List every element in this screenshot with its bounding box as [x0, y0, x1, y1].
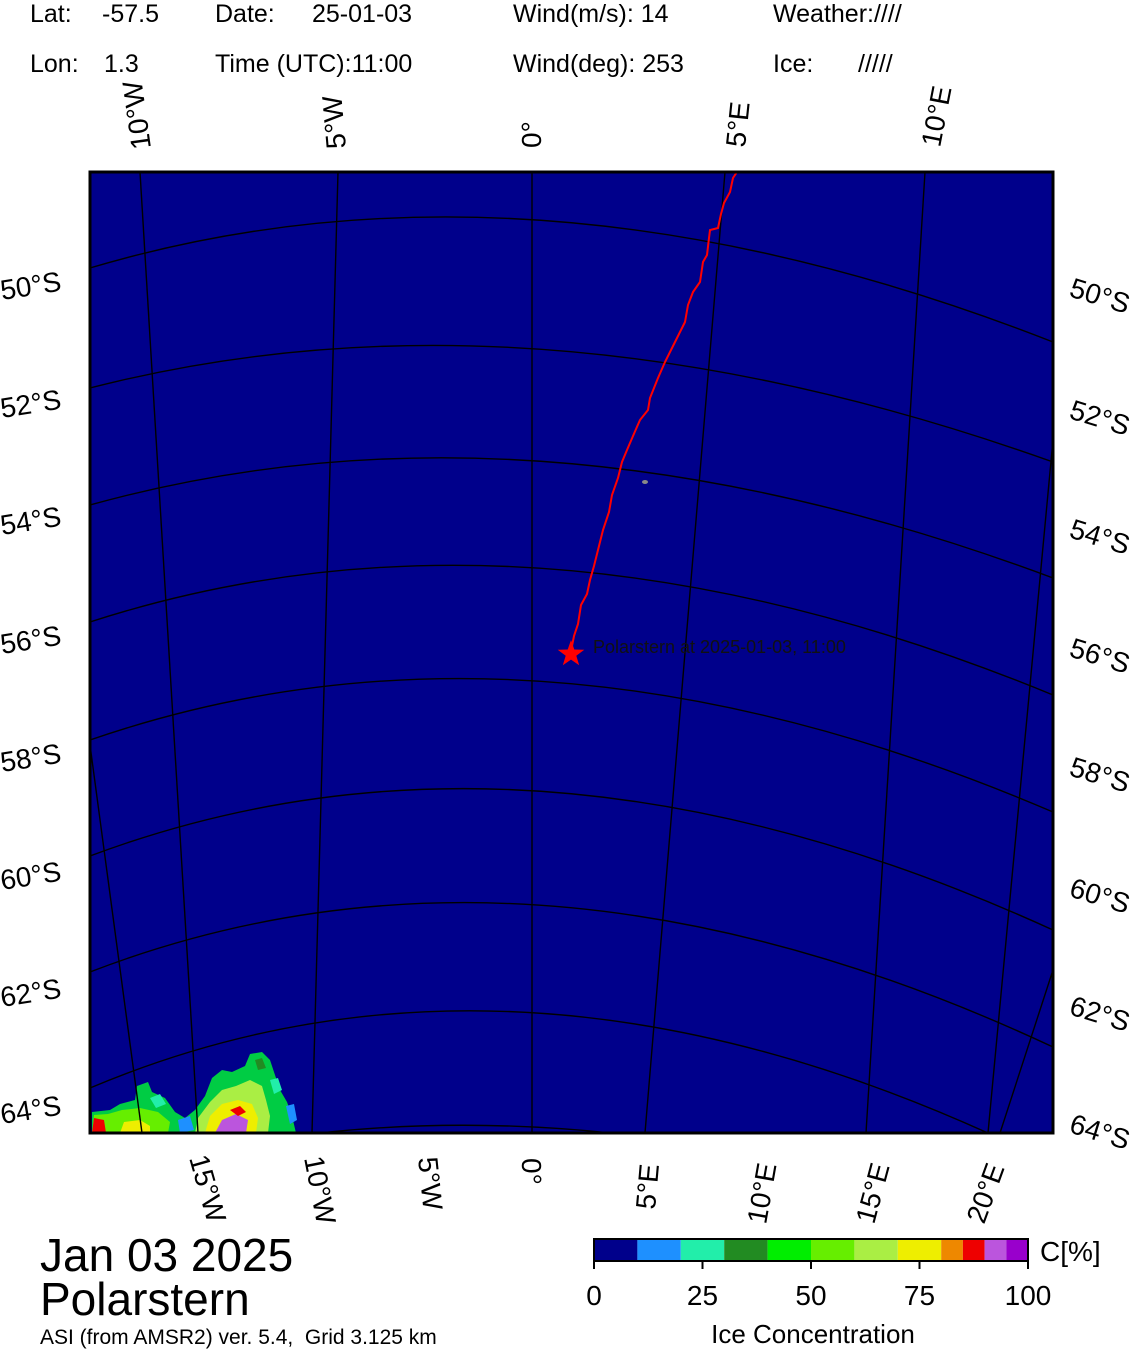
colorbar-swatch [680, 1239, 725, 1261]
weather-label: Weather://// [773, 0, 902, 28]
date-label: Date: [215, 0, 275, 28]
left-lat-label: 50°S [0, 266, 63, 306]
time-value: 11:00 [351, 50, 413, 78]
colorbar-title: Ice Concentration [711, 1319, 915, 1349]
latitude-label: Lat: [30, 0, 72, 28]
longitude-line [865, 172, 926, 1133]
longitude-line [139, 172, 199, 1133]
top-lon-label: 10°W [117, 78, 157, 151]
colorbar-swatch [637, 1239, 681, 1261]
ice-concentration-map: Polarstern at 2025-01-03, 11:00 10°W 5°W… [0, 78, 1134, 1227]
ship-position-label: Polarstern at 2025-01-03, 11:00 [593, 637, 846, 657]
top-lon-label: 0° [516, 121, 547, 148]
island-speck [642, 480, 648, 484]
longitude-gridlines [90, 172, 1053, 1133]
colorbar-swatch [594, 1239, 638, 1261]
left-lat-label: 62°S [0, 973, 63, 1013]
ship-title: Polarstern [40, 1273, 250, 1325]
latitude-line [90, 457, 1053, 579]
longitude-line [311, 172, 339, 1133]
latitude-value: -57.5 [102, 0, 159, 28]
bottom-lon-label: 5°W [412, 1155, 448, 1212]
longitude-line [644, 172, 726, 1133]
date-value: 25-01-03 [312, 0, 413, 28]
map-frame [88, 170, 1055, 1135]
ice-value: ///// [858, 50, 893, 78]
wind-speed-label: Wind(m/s): 14 [513, 0, 669, 28]
longitude-line [90, 744, 143, 1133]
colorbar-tick-label: 50 [795, 1280, 826, 1311]
top-lon-label: 5°W [316, 94, 352, 150]
colorbar-swatch [724, 1239, 768, 1261]
bottom-lon-label: 10°E [741, 1161, 782, 1226]
colorbar-tick-label: 25 [687, 1280, 718, 1311]
colorbar-swatches [594, 1239, 1028, 1261]
colorbar-swatch [962, 1239, 985, 1261]
top-lon-label: 5°E [720, 100, 756, 148]
latitude-line [90, 344, 1053, 463]
time-label: Time (UTC):11:00 [215, 50, 413, 78]
ship-position-star-icon [557, 640, 585, 666]
latitude-line [90, 901, 1053, 1048]
wind-speed-value: 14 [640, 0, 669, 28]
left-lat-label: 52°S [0, 384, 63, 424]
colorbar-swatch [897, 1239, 942, 1261]
latitude-gridlines [90, 216, 1053, 1133]
right-lat-label: 60°S [1066, 872, 1133, 919]
longitude-label: Lon: [30, 50, 79, 78]
bottom-lon-label: 5°E [630, 1163, 665, 1211]
wind-direction-value: 253 [642, 50, 684, 78]
bottom-lon-label: 15°W [183, 1151, 232, 1226]
left-lat-label: 54°S [0, 501, 63, 541]
colorbar-tick-label: 0 [586, 1280, 602, 1311]
left-lat-label: 64°S [0, 1090, 63, 1130]
ice-concentration-colorbar: 0 25 50 75 100 C[%] Ice Concentration [586, 1236, 1101, 1349]
latitude-line [90, 1010, 990, 1133]
bottom-lon-label: 15°E [850, 1160, 896, 1227]
right-lat-label: 56°S [1066, 632, 1133, 679]
right-lat-label: 54°S [1066, 513, 1133, 560]
longitude-line [987, 439, 1053, 1133]
colorbar-swatch [811, 1239, 855, 1261]
longitude-value: 1.3 [104, 50, 139, 78]
longitude-line [999, 969, 1053, 1133]
colorbar-swatch [941, 1239, 963, 1261]
colorbar-swatch [1006, 1239, 1028, 1261]
left-lat-label: 56°S [0, 620, 63, 660]
latitude-line [90, 216, 1053, 343]
wind-direction-label: Wind(deg): 253 [513, 50, 684, 78]
latitude-line [90, 677, 1053, 813]
bottom-lon-label: 10°W [298, 1153, 342, 1227]
colorbar-tick-label: 100 [1005, 1280, 1052, 1311]
latitude-line [90, 787, 1053, 931]
date-title: Jan 03 2025 [40, 1229, 294, 1281]
latitude-line [90, 564, 1053, 696]
right-lat-label: 50°S [1066, 272, 1133, 319]
colorbar-unit: C[%] [1040, 1236, 1101, 1267]
colorbar-tick-label: 75 [904, 1280, 935, 1311]
bottom-lon-label: 0° [516, 1158, 547, 1185]
ice-label: Ice: [773, 50, 814, 78]
top-lon-label: 10°E [915, 83, 957, 149]
right-lat-label: 62°S [1066, 990, 1133, 1037]
right-lat-label: 52°S [1066, 394, 1133, 441]
data-source-credit: ASI (from AMSR2) ver. 5.4, Grid 3.125 km [40, 1326, 437, 1349]
ship-track [570, 172, 738, 652]
weather-value: //// [873, 0, 902, 28]
colorbar-swatch [767, 1239, 811, 1261]
right-lat-label: 58°S [1066, 751, 1133, 798]
colorbar-ticks: 0 25 50 75 100 [586, 1261, 1051, 1311]
colorbar-swatch [984, 1239, 1007, 1261]
right-lat-label: 64°S [1066, 1108, 1133, 1155]
sea-ice-patch [92, 1052, 297, 1133]
latitude-line [313, 1124, 618, 1133]
colorbar-swatch [854, 1239, 898, 1261]
left-lat-label: 60°S [0, 856, 63, 896]
bottom-lon-label: 20°E [961, 1159, 1011, 1227]
left-lat-label: 58°S [0, 738, 63, 778]
